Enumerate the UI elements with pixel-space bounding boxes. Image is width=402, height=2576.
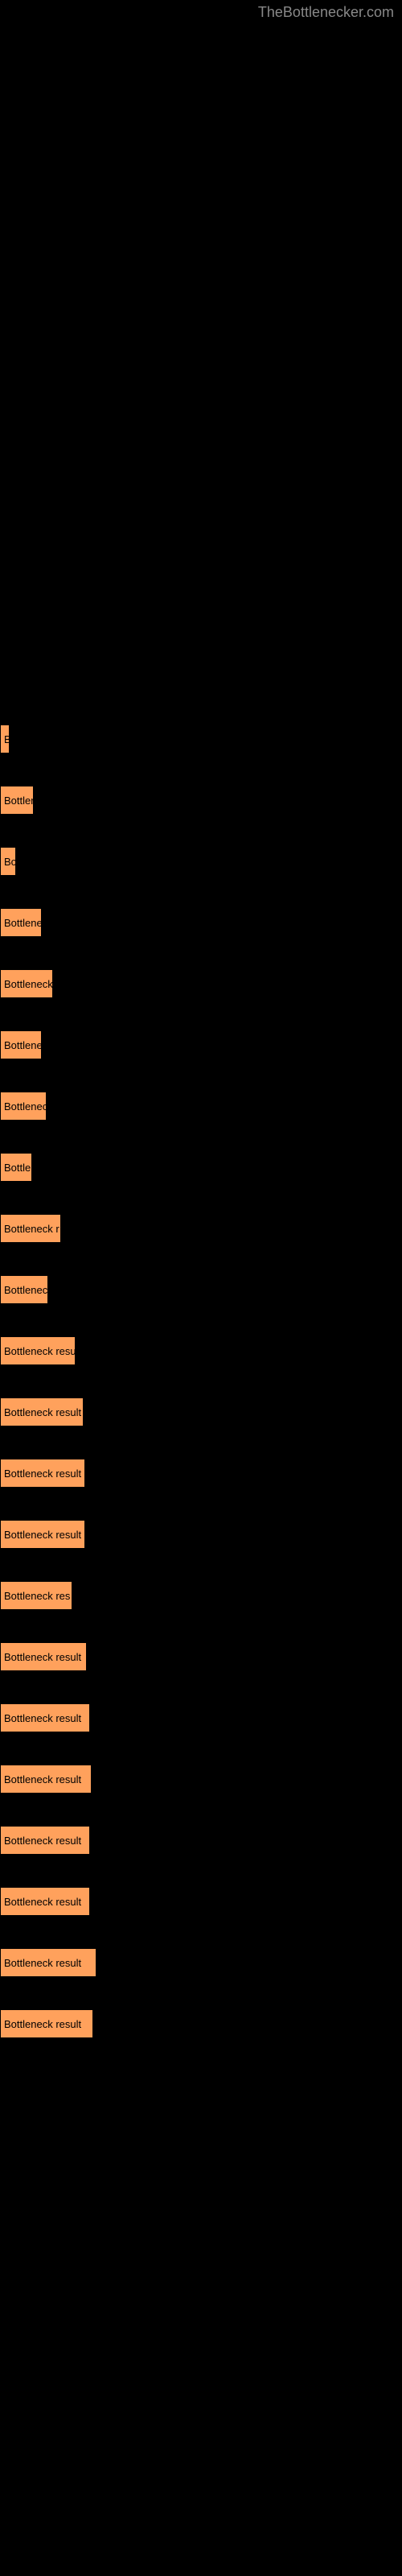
bar-row: Bottleneck result: [0, 1765, 402, 1794]
bar: Bottle: [0, 1153, 32, 1182]
bar: Bottleneck resu: [0, 1336, 76, 1365]
bar-chart: B Bottler Bo Bottlene Bottleneck Bottlene Bott…: [0, 0, 402, 2038]
bar-row: Bottleneck result: [0, 1703, 402, 1732]
bar-row: Bottleneck result: [0, 1642, 402, 1671]
bar: Bottleneck result: [0, 1459, 85, 1488]
bar: Bottler: [0, 786, 34, 815]
bar: Bottleneck res: [0, 1581, 72, 1610]
bar-row: B: [0, 724, 402, 753]
bar-row: Bottleneck: [0, 969, 402, 998]
bar: Bottleneck result: [0, 2009, 93, 2038]
bar: Bottleneck result: [0, 1765, 92, 1794]
bar-row: Bottleneck result: [0, 1826, 402, 1855]
bar-row: Bottlenec: [0, 1092, 402, 1121]
bar-row: Bottleneck resu: [0, 1336, 402, 1365]
bar: Bottleneck: [0, 969, 53, 998]
bar: Bottleneck r: [0, 1214, 61, 1243]
bar-row: Bottleneck result: [0, 1520, 402, 1549]
bar: Bottleneck result: [0, 1826, 90, 1855]
bar: Bottlenec: [0, 1275, 48, 1304]
bar-row: Bottleneck r: [0, 1214, 402, 1243]
bar-row: Bottleneck result: [0, 1948, 402, 1977]
bar: Bottlene: [0, 1030, 42, 1059]
bar: Bottleneck result: [0, 1642, 87, 1671]
bar: Bottleneck result: [0, 1397, 84, 1426]
bar-row: Bottlenec: [0, 1275, 402, 1304]
bar: Bottlenec: [0, 1092, 47, 1121]
bar: Bo: [0, 847, 16, 876]
bar-row: Bottleneck res: [0, 1581, 402, 1610]
bar-row: Bottleneck result: [0, 1459, 402, 1488]
bar-row: Bottler: [0, 786, 402, 815]
bar-row: Bottlene: [0, 1030, 402, 1059]
bar-row: Bottlene: [0, 908, 402, 937]
bar-row: Bottleneck result: [0, 1397, 402, 1426]
bar: Bottleneck result: [0, 1520, 85, 1549]
bar-row: Bottleneck result: [0, 1887, 402, 1916]
bar: Bottlene: [0, 908, 42, 937]
bar: Bottleneck result: [0, 1948, 96, 1977]
bar: Bottleneck result: [0, 1887, 90, 1916]
bar: Bottleneck result: [0, 1703, 90, 1732]
bar-row: Bottle: [0, 1153, 402, 1182]
watermark-text: TheBottlenecker.com: [258, 4, 394, 21]
bar-row: Bottleneck result: [0, 2009, 402, 2038]
bar-row: Bo: [0, 847, 402, 876]
bar: B: [0, 724, 10, 753]
